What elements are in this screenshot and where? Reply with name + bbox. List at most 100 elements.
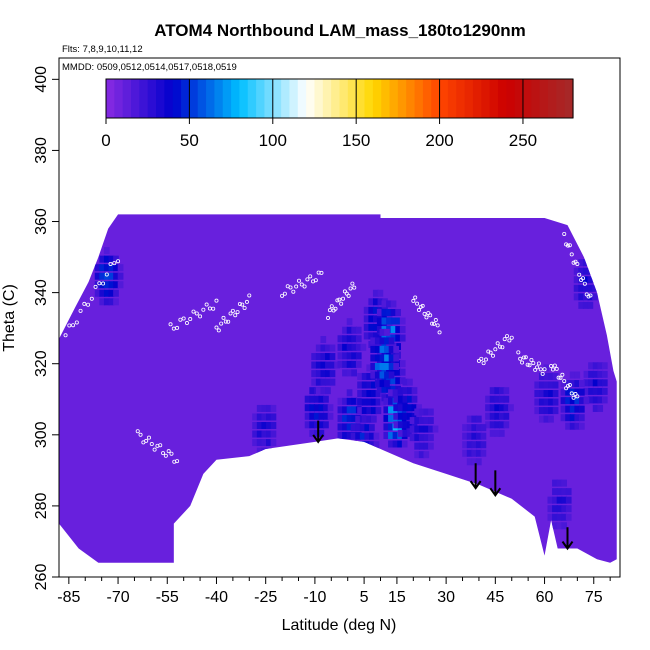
heatmap-cell bbox=[498, 421, 505, 429]
heatmap-cell bbox=[583, 397, 590, 405]
heatmap-cell bbox=[552, 488, 558, 496]
flight-track-point bbox=[498, 344, 503, 349]
heatmap-cell bbox=[565, 505, 572, 513]
flight-track-point bbox=[420, 303, 425, 308]
flight-track-point bbox=[152, 447, 157, 452]
heatmap-cell bbox=[543, 364, 550, 372]
heatmap-cell bbox=[601, 370, 608, 378]
heatmap-cell bbox=[503, 421, 510, 429]
heatmap-cell bbox=[372, 289, 379, 297]
heatmap-cell bbox=[376, 308, 383, 316]
flight-track-point bbox=[308, 274, 313, 279]
flight-track-point bbox=[188, 317, 193, 322]
heatmap-cell bbox=[416, 412, 422, 420]
heatmap-cell bbox=[370, 407, 377, 415]
y-tick-label: 320 bbox=[33, 350, 50, 377]
heatmap-cell bbox=[320, 335, 327, 343]
heatmap-cell bbox=[370, 363, 377, 371]
colorbar-cell bbox=[272, 79, 282, 118]
heatmap-cell bbox=[428, 408, 434, 416]
heatmap-cell bbox=[480, 449, 487, 457]
colorbar-cell bbox=[181, 79, 190, 118]
heatmap-cell bbox=[315, 387, 322, 395]
heatmap-cell bbox=[350, 449, 357, 457]
heatmap-cell bbox=[592, 362, 599, 370]
heatmap-cell bbox=[552, 479, 558, 487]
heatmap-cell bbox=[597, 370, 604, 378]
flight-track-point bbox=[350, 281, 355, 286]
heatmap-cell bbox=[480, 432, 487, 440]
heatmap-cell bbox=[583, 379, 590, 387]
heatmap-cell bbox=[489, 387, 496, 395]
heatmap-cell bbox=[561, 488, 567, 496]
heatmap-cell bbox=[583, 370, 590, 378]
flight-track-point bbox=[178, 317, 183, 322]
heatmap-cell bbox=[377, 289, 384, 297]
heatmap-cell bbox=[357, 372, 363, 380]
heatmap-cell bbox=[485, 395, 491, 403]
heatmap-cell bbox=[597, 379, 604, 387]
flight-track-point bbox=[194, 311, 199, 316]
heatmap-cell bbox=[337, 352, 344, 360]
heatmap-cell bbox=[565, 513, 572, 521]
heatmap-cell bbox=[369, 424, 375, 432]
heatmap-cell bbox=[565, 422, 571, 430]
heatmap-cell bbox=[370, 345, 377, 353]
flight-track-point bbox=[509, 335, 514, 340]
colorbar-cell bbox=[322, 79, 332, 118]
flight-track-point bbox=[158, 443, 163, 448]
flight-track-point bbox=[564, 386, 569, 391]
heatmap-cell bbox=[411, 429, 418, 437]
heatmap-cell bbox=[359, 424, 366, 432]
heatmap-cell bbox=[374, 337, 381, 345]
heatmap-cell bbox=[498, 412, 505, 420]
colorbar-cell bbox=[247, 79, 257, 118]
colorbar-cell bbox=[164, 79, 174, 118]
heatmap-cell bbox=[388, 345, 395, 353]
flight-track bbox=[562, 231, 593, 299]
colorbar: 0 50 100 150 200 250 bbox=[101, 78, 574, 150]
flight-track-point bbox=[562, 231, 567, 236]
x-axis: -85 -70 -55 -40 -25 -10 5 15 30 45 60 75 bbox=[57, 577, 611, 606]
colorbar-cell bbox=[406, 79, 416, 118]
flight-track-point bbox=[282, 291, 287, 296]
heatmap-cell bbox=[315, 378, 322, 386]
heatmap-cell bbox=[355, 335, 362, 343]
heatmap-hotspot bbox=[357, 364, 386, 423]
heatmap-cell bbox=[256, 439, 263, 447]
flight-track-point bbox=[550, 367, 555, 372]
heatmap-cell bbox=[569, 371, 576, 379]
flight-track-point bbox=[433, 318, 438, 323]
heatmap-cell bbox=[346, 335, 353, 343]
x-tick-label: -40 bbox=[205, 589, 228, 606]
heatmap-cell bbox=[409, 417, 416, 425]
heatmap-cell bbox=[569, 405, 576, 413]
heatmap-cell bbox=[582, 284, 589, 292]
colorbar-cell bbox=[156, 79, 165, 118]
heatmap-cell bbox=[361, 415, 368, 423]
heatmap-cell bbox=[548, 390, 554, 398]
heatmap-cell bbox=[384, 363, 390, 371]
heatmap-cell bbox=[582, 293, 589, 301]
flight-track-point bbox=[538, 367, 543, 372]
heatmap-cell bbox=[318, 404, 325, 412]
heatmap-cell bbox=[494, 387, 501, 395]
colorbar-cell bbox=[289, 79, 299, 118]
heatmap-cell bbox=[494, 429, 501, 437]
heatmap-cell bbox=[256, 422, 263, 430]
heatmap-cell bbox=[266, 430, 272, 438]
heatmap-cell bbox=[103, 255, 110, 263]
flight-track-point bbox=[313, 278, 318, 283]
heatmap-cell bbox=[390, 317, 397, 325]
heatmap-cell bbox=[428, 434, 434, 442]
heatmap-cell bbox=[346, 318, 353, 326]
heatmap-cell bbox=[315, 361, 322, 369]
flight-track-point bbox=[577, 272, 582, 277]
flight-track-point bbox=[138, 432, 143, 437]
heatmap-cell bbox=[311, 361, 317, 369]
heatmap-cell bbox=[407, 421, 413, 429]
heatmap-cell bbox=[489, 404, 496, 412]
heatmap-cell bbox=[414, 434, 420, 442]
flight-track-point bbox=[294, 284, 299, 289]
flight-track-point bbox=[226, 319, 231, 324]
